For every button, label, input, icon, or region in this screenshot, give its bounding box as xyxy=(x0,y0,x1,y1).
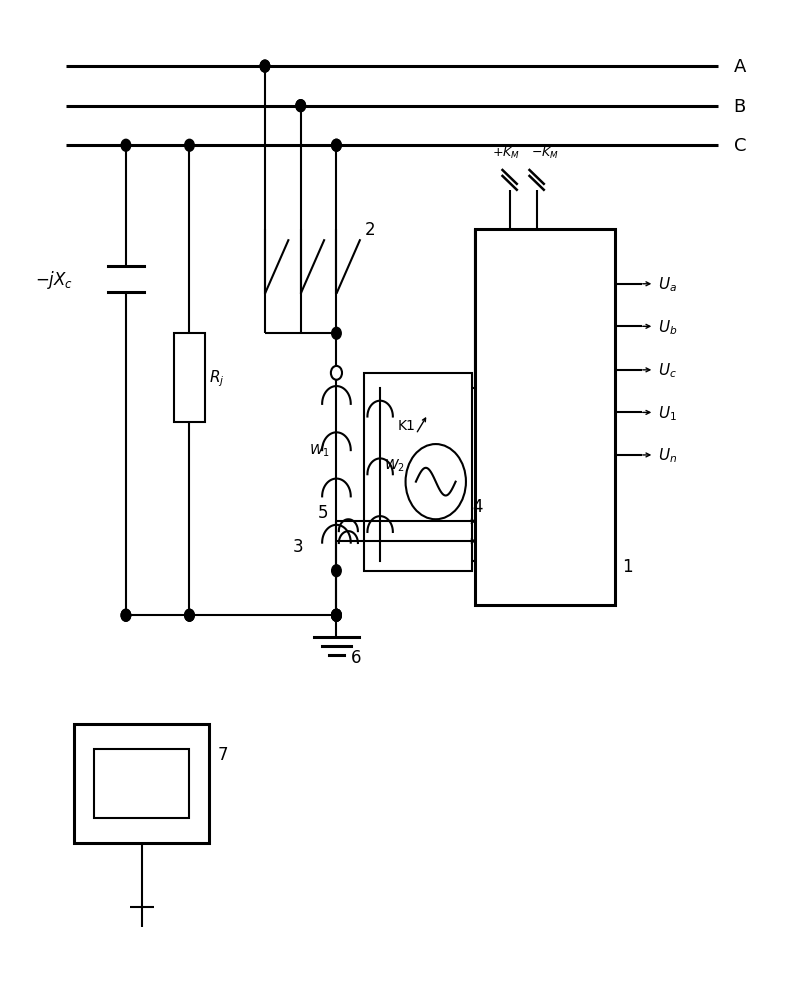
Text: 3: 3 xyxy=(293,538,303,556)
Text: $U_a$: $U_a$ xyxy=(658,275,677,294)
Text: C: C xyxy=(734,137,746,155)
Circle shape xyxy=(332,609,342,621)
Text: 7: 7 xyxy=(218,746,228,763)
Circle shape xyxy=(121,609,130,621)
Text: 1: 1 xyxy=(622,558,633,576)
Circle shape xyxy=(260,61,270,73)
Text: K1: K1 xyxy=(398,418,415,432)
Bar xyxy=(475,231,614,605)
Text: $R_j$: $R_j$ xyxy=(210,368,225,389)
Circle shape xyxy=(185,609,194,621)
Text: B: B xyxy=(734,97,746,115)
Circle shape xyxy=(332,328,342,340)
Bar xyxy=(74,725,210,843)
Text: $W_1$: $W_1$ xyxy=(309,442,330,458)
Circle shape xyxy=(406,444,466,520)
Circle shape xyxy=(332,609,342,621)
Text: 4: 4 xyxy=(472,498,482,516)
Circle shape xyxy=(332,140,342,152)
Text: $U_n$: $U_n$ xyxy=(658,446,678,465)
Circle shape xyxy=(331,367,342,381)
Text: $U_1$: $U_1$ xyxy=(658,404,677,422)
Text: 6: 6 xyxy=(350,648,362,666)
Text: 2: 2 xyxy=(364,221,375,240)
Circle shape xyxy=(260,61,270,73)
Circle shape xyxy=(121,609,130,621)
Text: $-K_M$: $-K_M$ xyxy=(530,146,558,161)
Text: $U_c$: $U_c$ xyxy=(658,361,677,380)
Text: A: A xyxy=(734,58,746,76)
Circle shape xyxy=(296,100,306,112)
Bar xyxy=(94,749,190,818)
Circle shape xyxy=(185,140,194,152)
Circle shape xyxy=(332,140,342,152)
Text: $-jX_c$: $-jX_c$ xyxy=(34,268,73,290)
Circle shape xyxy=(121,140,130,152)
Circle shape xyxy=(296,100,306,112)
Bar xyxy=(174,334,206,422)
Circle shape xyxy=(332,609,342,621)
Text: $U_b$: $U_b$ xyxy=(658,318,678,336)
Text: $W_2$: $W_2$ xyxy=(384,456,405,473)
Text: $+K_M$: $+K_M$ xyxy=(492,146,520,161)
Bar xyxy=(364,374,471,572)
Circle shape xyxy=(332,566,342,578)
Circle shape xyxy=(185,609,194,621)
Text: 5: 5 xyxy=(318,504,329,522)
Circle shape xyxy=(332,609,342,621)
